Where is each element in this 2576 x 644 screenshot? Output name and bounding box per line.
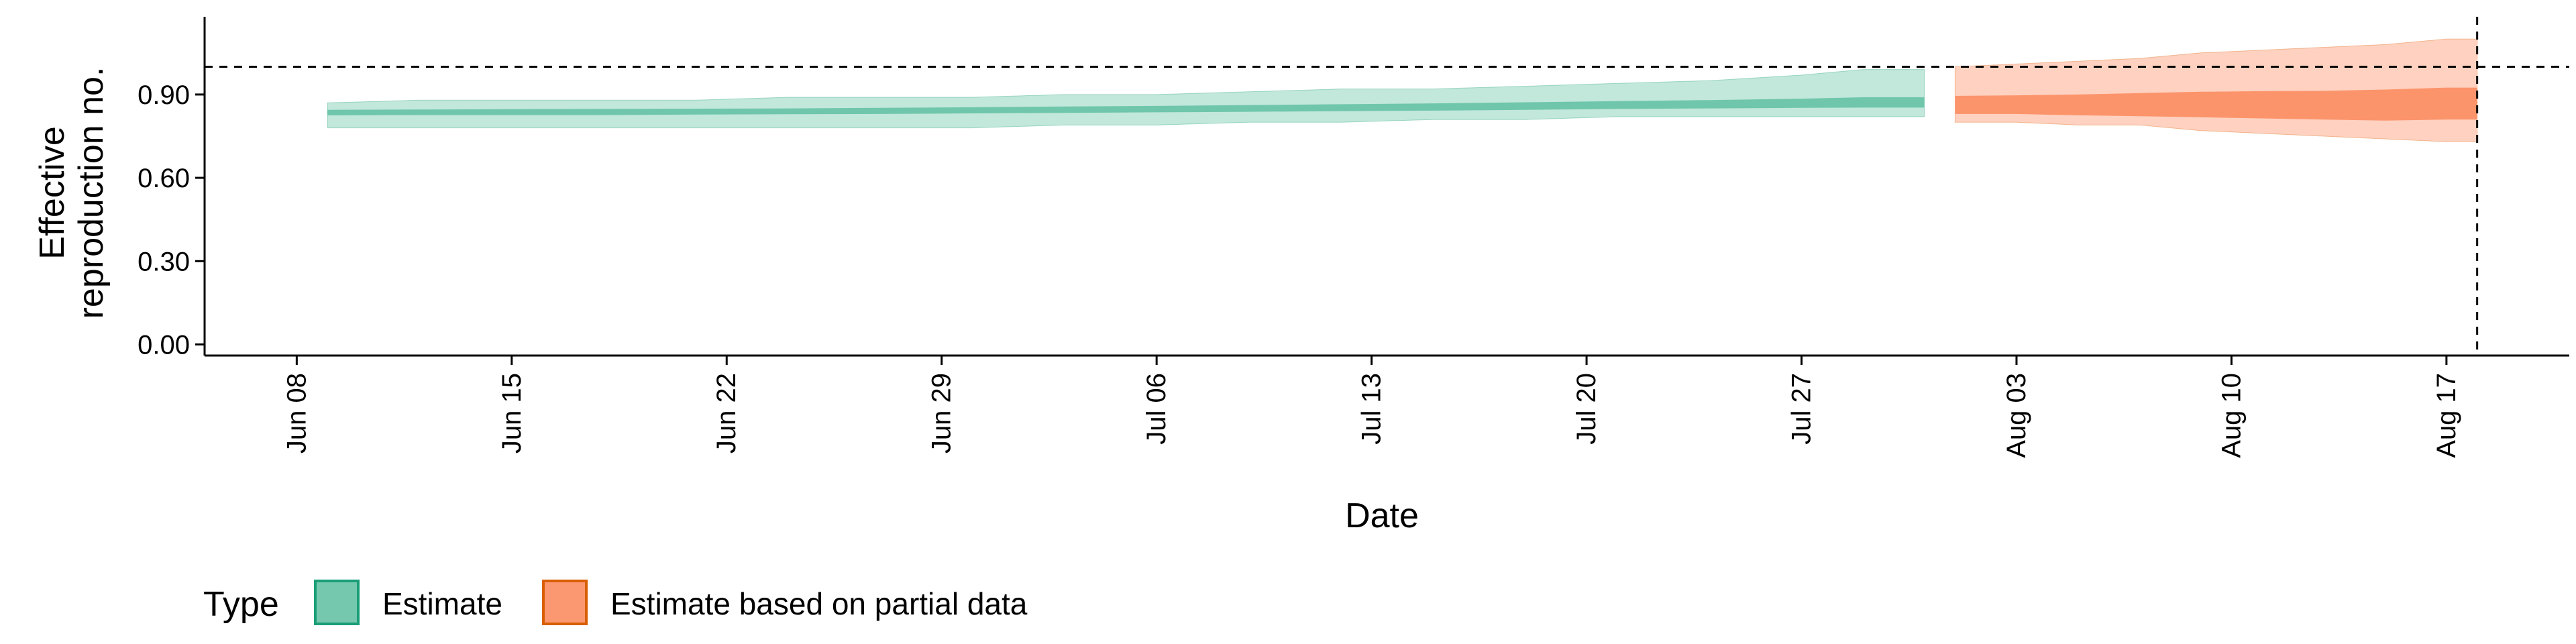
x-axis-title: Date (1345, 496, 1419, 535)
ribbon-layer (327, 38, 2478, 142)
y-tick-label: 0.60 (138, 164, 190, 193)
y-axis-title-line: reproduction no. (72, 67, 111, 319)
x-tick-label: Aug 03 (2002, 373, 2031, 458)
x-tick-label: Jul 27 (1787, 373, 1817, 445)
legend-label: Estimate (382, 586, 502, 621)
reference-lines (205, 17, 2569, 356)
ribbon-50-series-1 (1955, 87, 2477, 121)
legend-swatch (314, 580, 360, 625)
ribbon-50-series-0 (327, 97, 1925, 115)
y-axis-title: Effectivereproduction no. (33, 67, 111, 319)
y-tick-label: 0.30 (138, 247, 190, 276)
y-axis-title-line: Effective (33, 126, 72, 259)
x-tick-label: Jun 15 (497, 373, 527, 453)
x-tick-label: Jul 06 (1142, 373, 1171, 445)
x-tick-label: Jun 22 (712, 373, 741, 453)
x-tick-label: Jul 20 (1572, 373, 1601, 445)
legend-label: Estimate based on partial data (610, 586, 1028, 621)
y-tick-label: 0.90 (138, 80, 190, 110)
x-tick-label: Aug 10 (2216, 373, 2246, 458)
ribbon-90-series-0 (327, 69, 1925, 129)
series-0 (327, 69, 1925, 129)
x-tick-label: Jun 29 (927, 373, 957, 453)
x-tick-label: Jun 08 (282, 373, 311, 453)
legend-swatch (542, 580, 588, 625)
series-1 (1954, 38, 2478, 142)
x-tick-label: Aug 17 (2432, 373, 2461, 458)
legend-title: Type (203, 585, 279, 624)
y-tick-label: 0.00 (138, 330, 190, 360)
tick-layer: 0.00 0.30 0.60 0.90 Jun 08 Jun 15 Jun 22 Jun 29… (138, 80, 2461, 458)
legend: Type Estimate Estimate based on partial da… (203, 580, 1028, 625)
axes-layer (203, 17, 2569, 357)
x-tick-label: Jul 13 (1357, 373, 1387, 445)
